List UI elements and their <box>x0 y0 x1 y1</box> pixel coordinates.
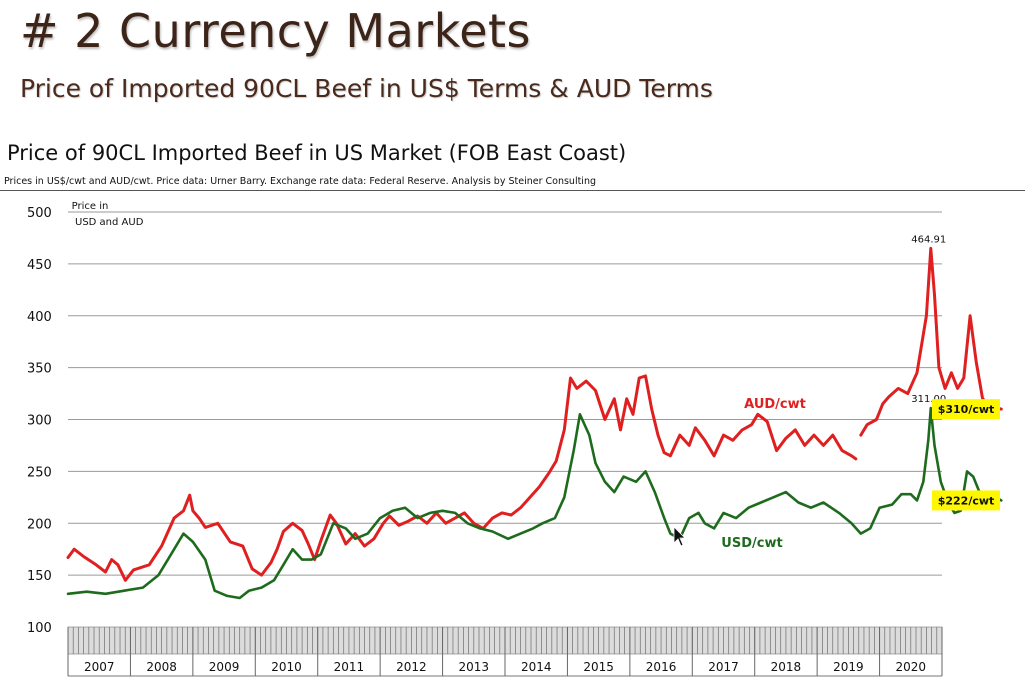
slide-subtitle: Price of Imported 90CL Beef in US$ Terms… <box>20 74 713 103</box>
gridlines <box>68 211 942 576</box>
series-lines <box>66 246 1003 600</box>
series-label-aud: AUD/cwt <box>744 397 806 412</box>
series-line-usd <box>66 406 1003 600</box>
end-price-tag: $310/cwt <box>938 403 995 416</box>
x-tick-label: 2009 <box>209 660 240 674</box>
y-axis-label-line2: USD and AUD <box>75 217 144 228</box>
source-note-divider <box>0 190 1025 191</box>
y-tick-label: 300 <box>27 414 52 429</box>
y-tick-label: 450 <box>27 258 52 273</box>
y-axis-ticks: 100 150 200 250 300 350 400 450 500 <box>27 206 52 636</box>
end-price-tag-bg <box>932 399 1000 420</box>
x-tick-label: 2017 <box>708 660 739 674</box>
series-line-aud <box>859 246 1003 437</box>
x-tick-label: 2018 <box>771 660 802 674</box>
y-tick-label: 400 <box>27 310 52 325</box>
chart-source-note: Prices in US$/cwt and AUD/cwt. Price dat… <box>4 176 597 187</box>
y-tick-label: 150 <box>27 569 52 584</box>
y-tick-label: 250 <box>27 465 52 480</box>
series-line-aud <box>66 374 858 582</box>
x-tick-label: 2011 <box>334 660 365 674</box>
series-labels: AUD/cwt USD/cwt $310/cwt $222/cwt <box>721 397 1000 551</box>
chart-title: Price of 90CL Imported Beef in US Market… <box>7 141 627 165</box>
x-tick-label: 2015 <box>583 660 614 674</box>
y-tick-label: 350 <box>27 362 52 377</box>
x-tick-label: 2012 <box>396 660 427 674</box>
end-price-tag-bg <box>932 490 1000 511</box>
peak-value-label: 311.00 <box>911 394 946 405</box>
x-tick-label: 2014 <box>521 660 552 674</box>
x-tick-label: 2008 <box>146 660 177 674</box>
y-tick-label: 100 <box>27 621 52 636</box>
slide-title: # 2 Currency Markets <box>20 4 532 58</box>
x-axis: 2007 2008 2009 2010 2011 2012 2013 2014 2015 2016… <box>67 626 943 677</box>
mouse-cursor <box>673 526 686 547</box>
x-tick-label: 2013 <box>459 660 490 674</box>
peak-value-label: 464.91 <box>911 234 946 245</box>
annotations: 464.91 311.00 <box>911 234 946 405</box>
x-tick-label: 2020 <box>896 660 927 674</box>
y-tick-label: 200 <box>27 517 52 532</box>
x-tick-label: 2010 <box>271 660 302 674</box>
y-axis-label-line1: Price in <box>72 201 109 212</box>
x-tick-label: 2019 <box>833 660 864 674</box>
series-label-usd: USD/cwt <box>721 536 782 551</box>
x-tick-label: 2016 <box>646 660 677 674</box>
end-price-tag: $222/cwt <box>938 494 995 507</box>
y-tick-label: 500 <box>27 206 52 221</box>
x-tick-label: 2007 <box>84 660 115 674</box>
